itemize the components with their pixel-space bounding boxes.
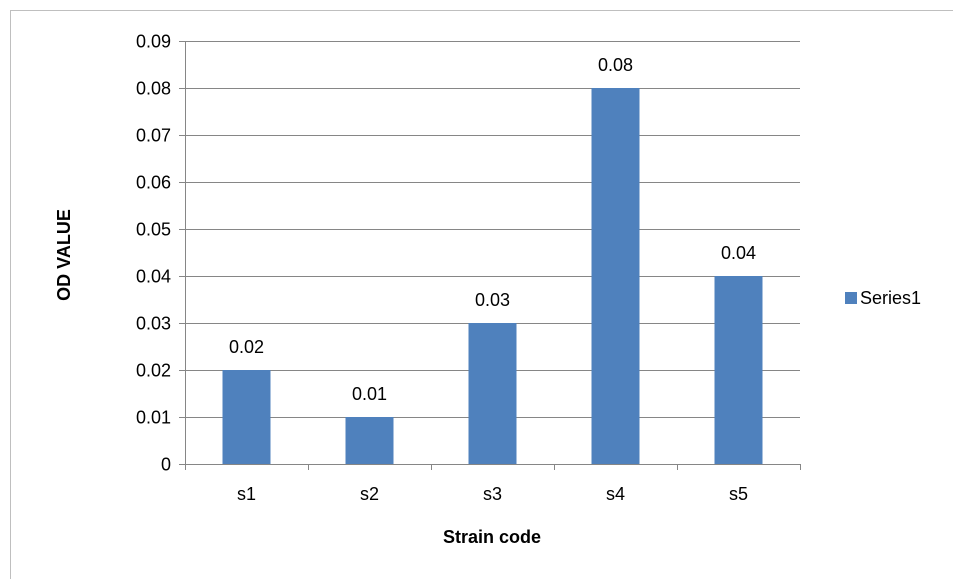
y-tick-label: 0 — [161, 455, 171, 475]
y-tick-label: 0.03 — [136, 314, 171, 334]
data-label-s3: 0.03 — [475, 290, 510, 310]
y-tick-label: 0.02 — [136, 361, 171, 381]
x-tick-label-s4: s4 — [606, 484, 625, 504]
x-tick-label-s5: s5 — [729, 484, 748, 504]
y-tick-labels: 0 0.01 0.02 0.03 0.04 0.05 0.06 0.07 0.08 0.09 — [136, 32, 171, 475]
data-label-s4: 0.08 — [598, 55, 633, 75]
y-axis-title: OD VALUE — [54, 209, 74, 301]
y-tick-label: 0.08 — [136, 79, 171, 99]
bar-s2 — [346, 417, 394, 464]
y-tick-label: 0.06 — [136, 173, 171, 193]
x-axis-title: Strain code — [443, 527, 541, 547]
data-label-s1: 0.02 — [229, 337, 264, 357]
legend: Series1 — [845, 288, 921, 308]
y-tick-label: 0.01 — [136, 408, 171, 428]
bar-s4 — [592, 88, 640, 464]
y-tick-label: 0.05 — [136, 220, 171, 240]
x-tick-label-s3: s3 — [483, 484, 502, 504]
bar-s5 — [715, 276, 763, 464]
legend-swatch-series1 — [845, 292, 857, 304]
bar-s3 — [469, 323, 517, 464]
data-label-s2: 0.01 — [352, 384, 387, 404]
y-tick-label: 0.07 — [136, 126, 171, 146]
legend-label-series1: Series1 — [860, 288, 921, 308]
y-tick-label: 0.04 — [136, 267, 171, 287]
x-tick-label-s1: s1 — [237, 484, 256, 504]
x-tick-labels: s1 s2 s3 s4 s5 — [237, 484, 748, 504]
data-label-s5: 0.04 — [721, 243, 756, 263]
y-tick-label: 0.09 — [136, 32, 171, 52]
x-tick-label-s2: s2 — [360, 484, 379, 504]
bar-s1 — [223, 370, 271, 464]
